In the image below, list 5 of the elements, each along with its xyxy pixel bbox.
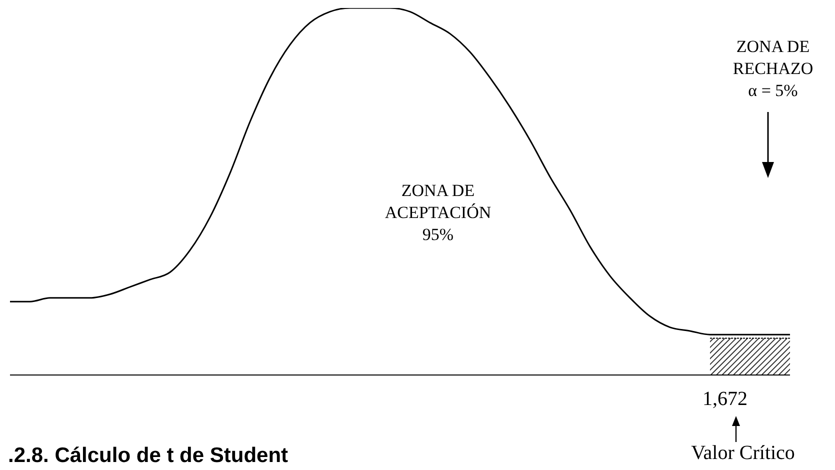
text: Valor Crítico <box>690 441 796 466</box>
annotation: ZONA DE RECHAZO α = 5% <box>732 36 814 102</box>
text: .2.8. Cálculo de t de Student <box>8 443 290 469</box>
text: 1,672 <box>702 387 748 412</box>
annotation: ZONA DE ACEPTACIÓN 95% <box>384 180 492 246</box>
